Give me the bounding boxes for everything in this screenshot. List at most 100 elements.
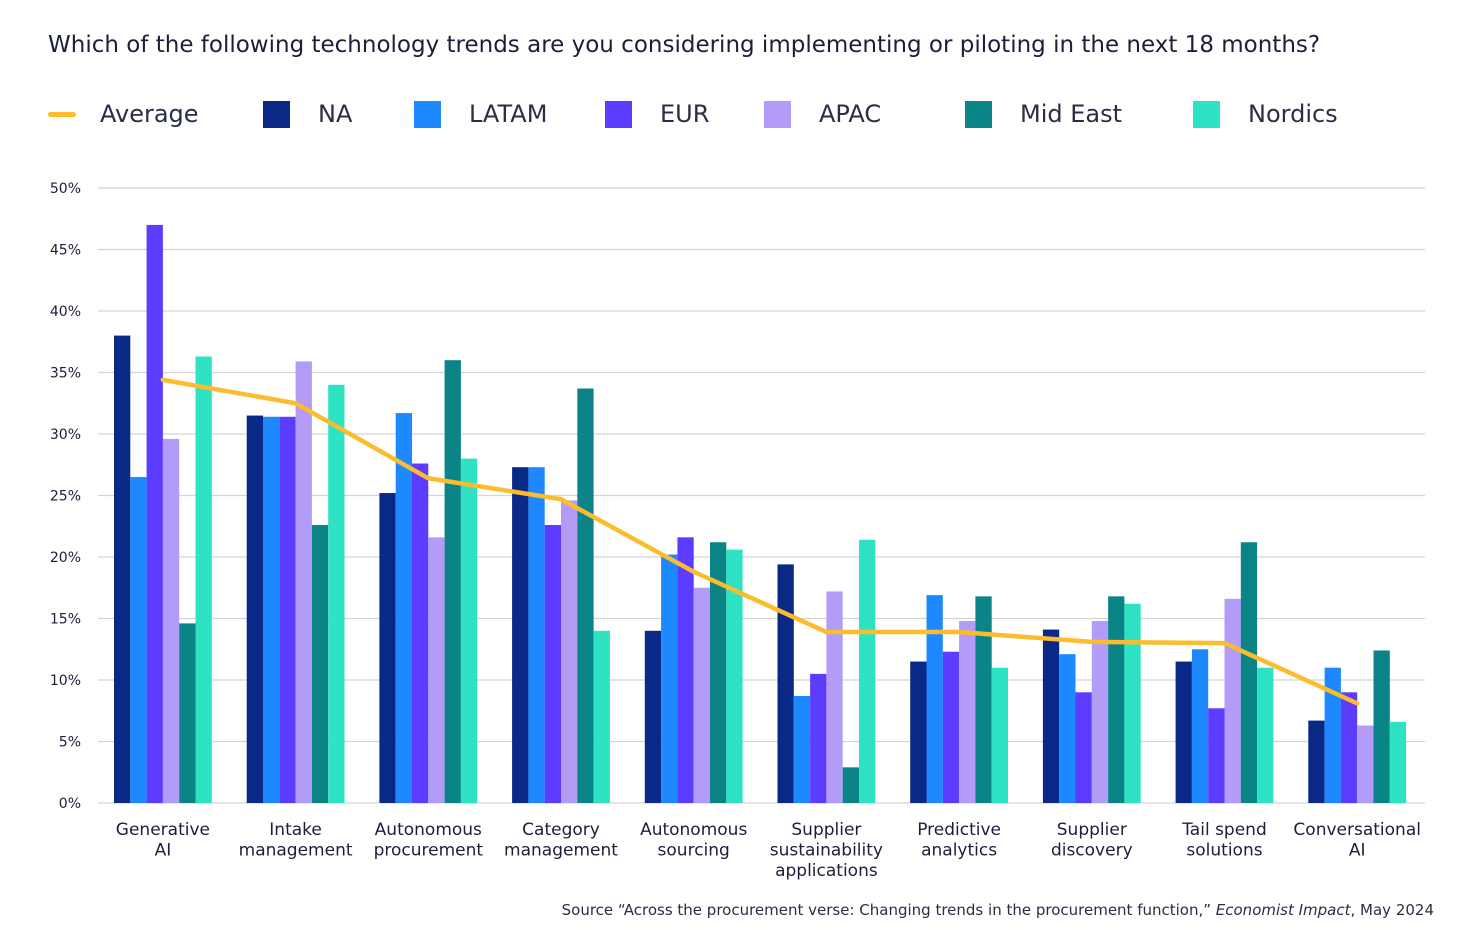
x-category-label-intake-management: Intake management (239, 820, 353, 861)
average-point-supplier-discovery (1089, 639, 1095, 645)
bar-latam-category-management (528, 467, 545, 803)
bar-eur-intake-management (279, 416, 296, 803)
legend-swatch-eur (605, 100, 632, 128)
bar-latam-generative-ai (130, 477, 147, 803)
y-tick-label-15: 15% (50, 612, 81, 628)
x-category-label-supplier-sustainability-applications: Supplier sustainability applications (770, 820, 883, 881)
bar-nordics-supplier-sustainability-applications (859, 539, 876, 803)
bar-latam-conversational-ai (1324, 667, 1341, 803)
bar-na-supplier-sustainability-applications (777, 564, 794, 803)
bar-apac-autonomous-sourcing (693, 587, 710, 803)
x-category-label-autonomous-procurement: Autonomous procurement (374, 820, 484, 861)
average-point-supplier-sustainability-applications (824, 629, 829, 635)
average-point-category-management (558, 496, 564, 502)
y-tick-label-35: 35% (50, 366, 81, 382)
bar-apac-tail-spend-solutions (1224, 598, 1241, 803)
bar-mid-east-generative-ai (179, 623, 196, 803)
y-tick-label-25: 25% (50, 489, 81, 505)
bar-nordics-tail-spend-solutions (1257, 667, 1274, 803)
y-tick-label-10: 10% (50, 673, 81, 689)
bar-apac-autonomous-procurement (428, 537, 445, 803)
x-category-label-predictive-analytics: Predictive analytics (917, 820, 1001, 861)
bar-mid-east-autonomous-procurement (444, 360, 461, 803)
legend-label-eur: EUR (660, 100, 710, 128)
bar-na-supplier-discovery (1042, 629, 1060, 803)
legend-swatch-nordics (1193, 100, 1220, 128)
bar-apac-intake-management (295, 361, 312, 803)
y-axis-ticks: 0% 5% 10% 15% 20% 25% 30% 35% 40% 45% 50% (50, 181, 81, 812)
legend-label-average: Average (100, 100, 199, 128)
bar-mid-east-autonomous-sourcing (710, 542, 727, 803)
bar-mid-east-intake-management (311, 525, 329, 803)
bar-apac-supplier-sustainability-applications (826, 591, 843, 803)
x-category-label-tail-spend-solutions: Tail spend solutions (1181, 820, 1267, 861)
bar-latam-intake-management (263, 416, 280, 803)
bar-eur-supplier-sustainability-applications (810, 673, 827, 803)
bar-eur-conversational-ai (1340, 692, 1358, 803)
legend-item-mid-east: Mid East (965, 94, 1122, 134)
bar-nordics-autonomous-procurement (460, 458, 478, 803)
legend-item-na: NA (263, 94, 352, 134)
legend-item-eur: EUR (605, 94, 709, 134)
legend-label-mid-east: Mid East (1020, 100, 1123, 128)
legend-swatch-latam (414, 100, 441, 128)
bar-na-tail-spend-solutions (1175, 661, 1192, 803)
average-point-autonomous-sourcing (691, 569, 696, 574)
bar-na-generative-ai (114, 335, 131, 803)
bar-eur-autonomous-procurement (412, 463, 429, 803)
average-point-conversational-ai (1355, 701, 1360, 706)
bar-latam-predictive-analytics (926, 595, 943, 803)
x-category-label-category-management: Category management (504, 820, 618, 861)
x-category-label-conversational-ai: Conversational AI (1293, 820, 1421, 861)
legend-item-latam: LATAM (414, 94, 547, 134)
bar-eur-generative-ai (146, 224, 163, 803)
bar-latam-supplier-sustainability-applications (793, 695, 811, 803)
x-category-label-autonomous-sourcing: Autonomous sourcing (640, 820, 747, 861)
bar-mid-east-category-management (577, 388, 594, 803)
bar-eur-predictive-analytics (942, 651, 960, 803)
x-category-label-supplier-discovery: Supplier discovery (1051, 820, 1133, 861)
bar-apac-predictive-analytics (959, 620, 976, 803)
bar-latam-supplier-discovery (1059, 654, 1076, 803)
bar-nordics-predictive-analytics (991, 667, 1008, 803)
source-prefix: Source “Across the procurement verse: Ch… (561, 901, 1216, 919)
average-point-autonomous-procurement (426, 476, 431, 481)
bar-latam-autonomous-sourcing (661, 554, 678, 803)
legend-swatch-apac (764, 100, 791, 128)
average-point-intake-management (293, 401, 298, 406)
y-tick-label-45: 45% (50, 243, 81, 259)
source-publication: Economist Impact (1215, 901, 1351, 919)
bar-mid-east-conversational-ai (1373, 650, 1390, 803)
bar-apac-generative-ai (162, 438, 180, 803)
source-suffix: , May 2024 (1350, 901, 1435, 919)
legend-line-average (48, 111, 76, 117)
bars (114, 224, 1407, 803)
bar-eur-autonomous-sourcing (677, 537, 694, 803)
bar-nordics-supplier-discovery (1124, 603, 1141, 803)
bar-mid-east-supplier-sustainability-applications (842, 767, 859, 803)
legend-label-latam: LATAM (469, 100, 548, 128)
legend-item-apac: APAC (764, 94, 881, 134)
bar-na-predictive-analytics (910, 661, 927, 803)
bar-nordics-generative-ai (195, 356, 212, 803)
bar-latam-tail-spend-solutions (1191, 649, 1209, 803)
bar-apac-category-management (561, 500, 578, 803)
legend-item-nordics: Nordics (1193, 94, 1338, 134)
bar-apac-conversational-ai (1357, 725, 1374, 803)
bar-nordics-category-management (593, 630, 610, 803)
legend-swatch-na (263, 100, 290, 128)
chart-title: Which of the following technology trends… (48, 32, 1321, 58)
legend-label-nordics: Nordics (1248, 100, 1338, 128)
bar-eur-supplier-discovery (1075, 692, 1092, 803)
bar-na-autonomous-procurement (379, 493, 396, 803)
x-category-label-generative-ai: Generative AI (116, 820, 210, 861)
y-tick-label-40: 40% (50, 304, 81, 320)
legend-swatch-mid-east (965, 100, 992, 128)
legend-label-na: NA (318, 100, 353, 128)
bar-mid-east-predictive-analytics (975, 596, 992, 803)
y-tick-label-20: 20% (50, 550, 81, 566)
average-point-generative-ai (160, 377, 166, 383)
y-tick-label-50: 50% (50, 181, 81, 197)
